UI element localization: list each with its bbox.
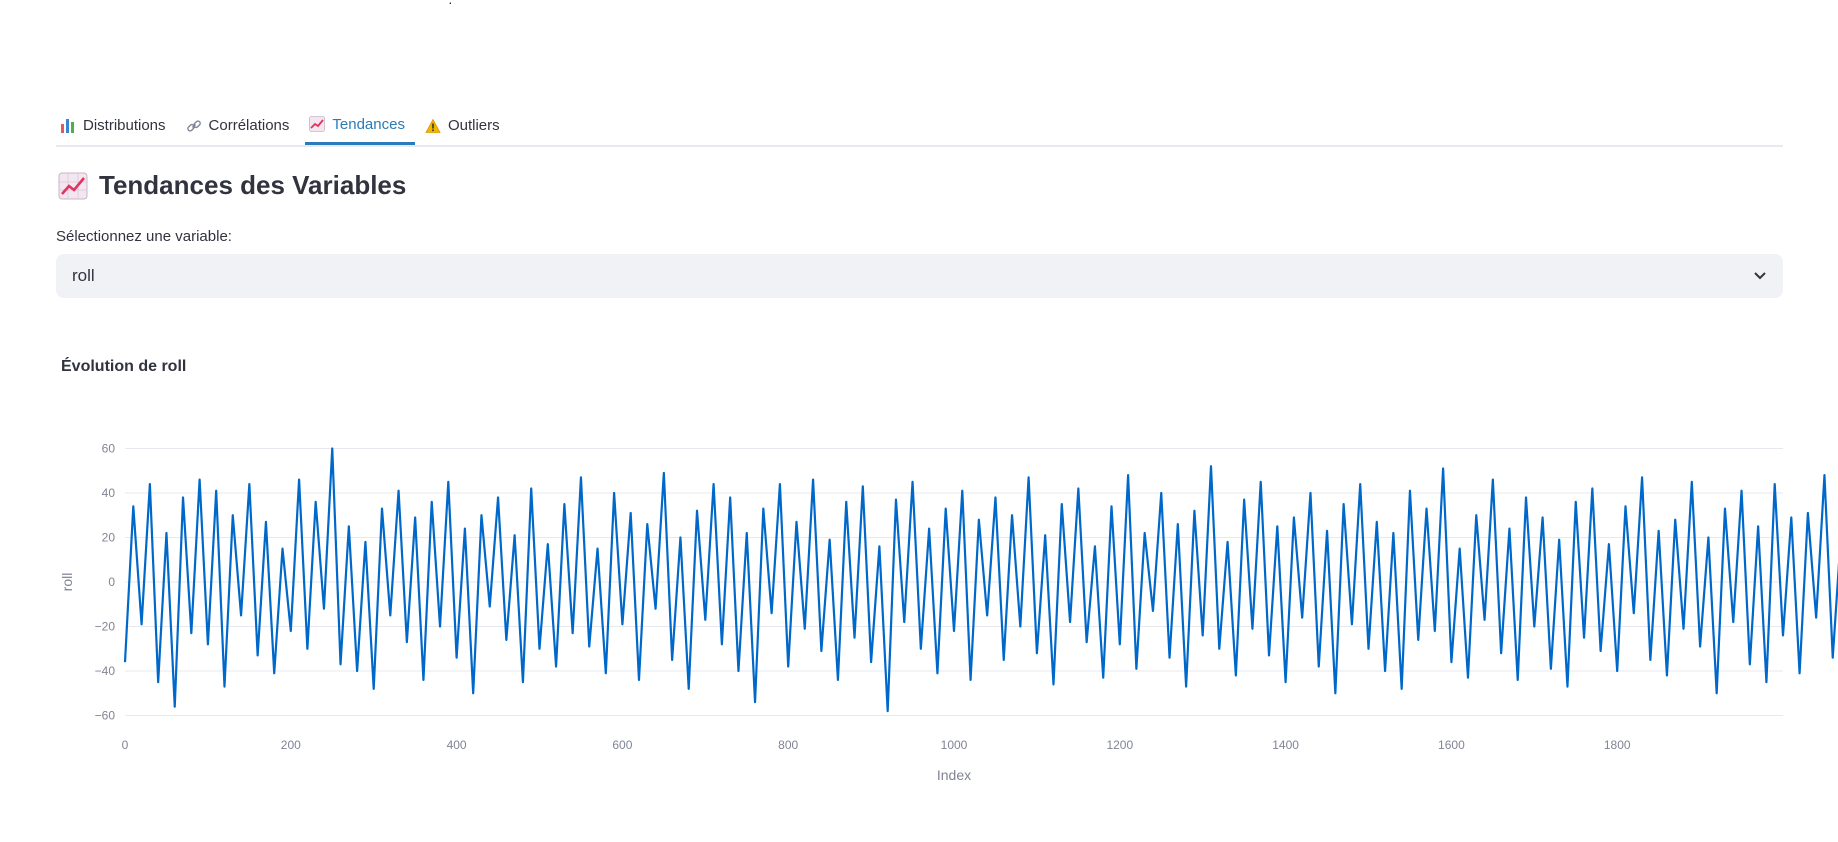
x-tick-label: 800 bbox=[778, 738, 798, 752]
tab-label: Tendances bbox=[332, 115, 405, 133]
x-tick-label: 200 bbox=[281, 738, 301, 752]
warning-icon bbox=[425, 118, 441, 133]
x-tick-label: 0 bbox=[122, 738, 129, 752]
x-tick-label: 600 bbox=[612, 738, 632, 752]
select-label: Sélectionnez une variable: bbox=[56, 228, 232, 245]
tab-correlations[interactable]: Corrélations bbox=[182, 106, 300, 145]
y-tick-label: −20 bbox=[95, 620, 116, 634]
trend-up-icon bbox=[58, 172, 88, 199]
tab-distributions[interactable]: Distributions bbox=[56, 106, 176, 145]
variable-select[interactable]: roll bbox=[56, 254, 1783, 298]
y-axis-title: roll bbox=[59, 573, 75, 592]
x-axis-title: Index bbox=[937, 767, 971, 783]
tab-outliers[interactable]: Outliers bbox=[421, 106, 510, 145]
select-value: roll bbox=[72, 266, 95, 285]
series-line bbox=[123, 447, 1838, 713]
page-title-text: Tendances des Variables bbox=[99, 170, 407, 200]
x-tick-label: 400 bbox=[447, 738, 467, 752]
series-layer bbox=[123, 447, 1838, 713]
chart-title: Évolution de roll bbox=[61, 358, 187, 375]
tab-label: Distributions bbox=[83, 117, 166, 134]
x-tick-label: 1400 bbox=[1272, 738, 1299, 752]
x-tick-label: 1600 bbox=[1438, 738, 1465, 752]
y-tick-label: 60 bbox=[102, 441, 116, 455]
y-tick-label: 0 bbox=[108, 575, 115, 589]
link-icon bbox=[186, 119, 201, 132]
chevron-down-icon bbox=[1754, 272, 1766, 280]
bar-chart-icon bbox=[60, 118, 76, 134]
y-tick-label: −60 bbox=[95, 709, 116, 723]
tab-tendances[interactable]: Tendances bbox=[305, 106, 415, 145]
y-tick-label: 20 bbox=[102, 530, 116, 544]
page-title: Tendances des Variables bbox=[58, 170, 406, 201]
y-tick-label: 40 bbox=[102, 486, 116, 500]
trend-up-icon bbox=[309, 116, 326, 132]
x-tick-label: 1000 bbox=[941, 738, 968, 752]
tab-label: Corrélations bbox=[208, 117, 290, 134]
tab-bar: Distributions Corrélations Tendances Out… bbox=[56, 106, 1783, 147]
truncated-header-glyph: · bbox=[448, 0, 453, 10]
tab-label: Outliers bbox=[447, 117, 500, 134]
y-tick-label: −40 bbox=[95, 664, 116, 678]
x-tick-label: 1800 bbox=[1604, 738, 1631, 752]
x-tick-label: 1200 bbox=[1106, 738, 1133, 752]
